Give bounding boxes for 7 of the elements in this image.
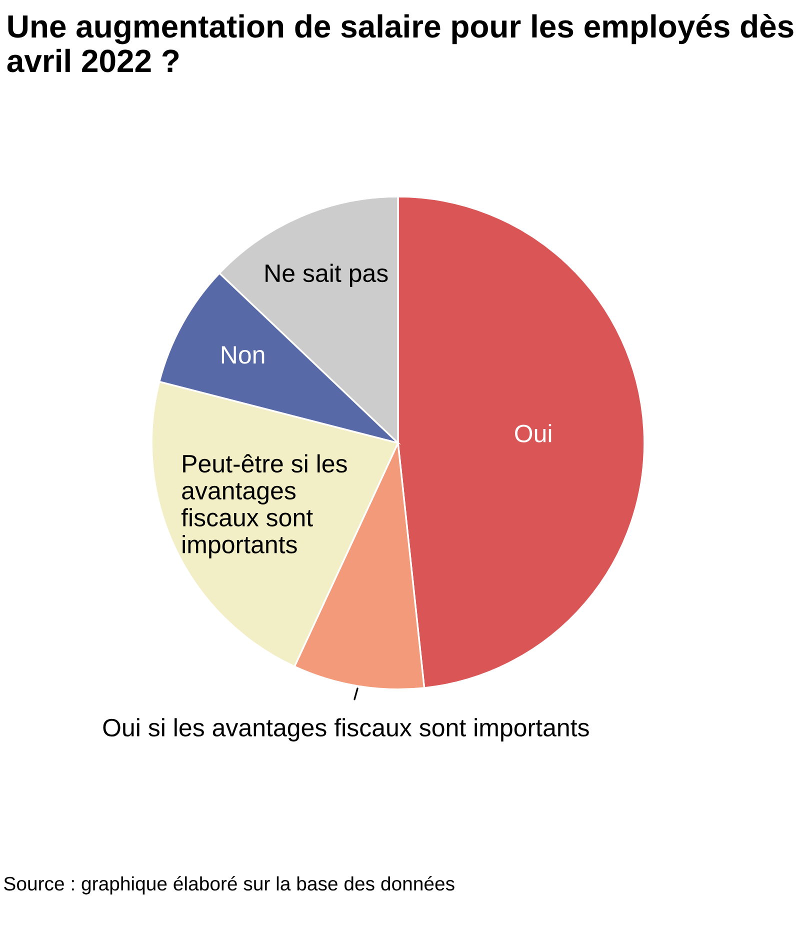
slice-label: Oui: [515, 424, 552, 442]
source-note: Source : graphique élaboré sur la base des données: [4, 876, 454, 894]
slice-label: Oui si les avantages fiscaux sont importants: [103, 718, 589, 742]
chart-title: Une augmentation de salaire pour les employés dès avril 2022 ?: [7, 14, 794, 72]
slice-label: Peut-être si les avantages fiscaux sont importants: [181, 454, 347, 558]
slice-label: Ne sait pas: [266, 264, 388, 288]
slice-label: Non: [222, 346, 264, 364]
